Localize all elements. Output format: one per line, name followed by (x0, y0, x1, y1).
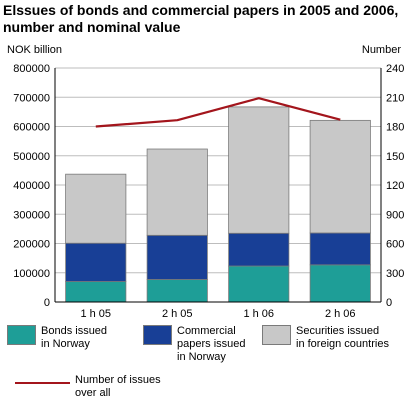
legend-label: Commercial papers issued in Norway (177, 325, 277, 364)
legend-swatch (15, 382, 70, 384)
bar-segment-3 (65, 173, 127, 244)
right-tick-label: 2400 (386, 63, 404, 75)
legend-swatch (143, 325, 172, 345)
right-tick-labels: 0 300 600 900 1200 1500 1800 2100 2400 (386, 63, 404, 309)
category-label: 2 h 06 (325, 308, 356, 320)
category-label: 1 h 06 (243, 308, 274, 320)
legend-label-line: in Norway (177, 351, 226, 363)
bar-segment-1 (309, 264, 371, 303)
right-tick-label: 900 (386, 209, 404, 221)
bar-segment-3 (309, 119, 371, 234)
right-tick-label: 300 (386, 268, 404, 280)
legend-label: Number of issues over all (75, 374, 185, 400)
category-label: 1 h 05 (80, 308, 111, 320)
line-series (95, 97, 341, 128)
left-tick-label: 400000 (13, 180, 50, 192)
legend-label: Bonds issued in Norway (41, 325, 141, 351)
chart-title: Elssues of bonds and commercial papers i… (3, 2, 399, 35)
legend-label-line: in Norway (41, 338, 90, 350)
left-tick-label: 800000 (13, 63, 50, 75)
category-label: 2 h 05 (162, 308, 193, 320)
legend-label-line: Bonds issued (41, 325, 108, 337)
legend-label: Securities issued in foreign countries (296, 325, 396, 351)
left-tick-label: 300000 (13, 209, 50, 221)
line-number-of-issues (95, 97, 341, 128)
bar-series (65, 106, 371, 303)
bar-segment-1 (65, 281, 127, 303)
legend-label-line: papers issued (177, 338, 246, 350)
bar-segment-3 (146, 148, 208, 236)
bar-segment-1 (146, 279, 208, 303)
legend-label-line: over all (75, 387, 111, 399)
left-tick-label: 600000 (13, 122, 50, 134)
bar-segment-3 (228, 106, 290, 234)
legend-label-line: in foreign countries (296, 338, 389, 350)
left-tick-label: 200000 (13, 239, 50, 251)
left-axis-unit: NOK billion (7, 44, 62, 56)
right-tick-label: 0 (386, 297, 392, 309)
right-tick-label: 2100 (386, 92, 404, 104)
left-tick-label: 700000 (13, 92, 50, 104)
legend-label-line: Number of issues (75, 374, 161, 386)
bar-segment-2 (65, 242, 127, 282)
left-tick-labels: 0 100000 200000 300000 400000 500000 600000 700… (13, 63, 50, 309)
bar-segment-2 (309, 232, 371, 266)
legend-swatch (7, 325, 36, 345)
right-tick-label: 1500 (386, 151, 404, 163)
category-labels: 1 h 05 2 h 05 1 h 06 2 h 06 (80, 308, 355, 320)
legend-label-line: Commercial (177, 325, 236, 337)
right-axis-unit: Number (362, 44, 401, 56)
legend-swatch (262, 325, 291, 345)
right-tick-label: 1200 (386, 180, 404, 192)
right-tick-label: 600 (386, 239, 404, 251)
bar-segment-2 (146, 234, 208, 280)
legend-label-line: Securities issued (296, 325, 380, 337)
bar-segment-2 (228, 232, 290, 267)
left-tick-label: 100000 (13, 268, 50, 280)
left-tick-label: 0 (44, 297, 50, 309)
left-tick-label: 500000 (13, 151, 50, 163)
right-tick-label: 1800 (386, 122, 404, 134)
bar-segment-1 (228, 265, 290, 303)
axes (54, 68, 382, 303)
